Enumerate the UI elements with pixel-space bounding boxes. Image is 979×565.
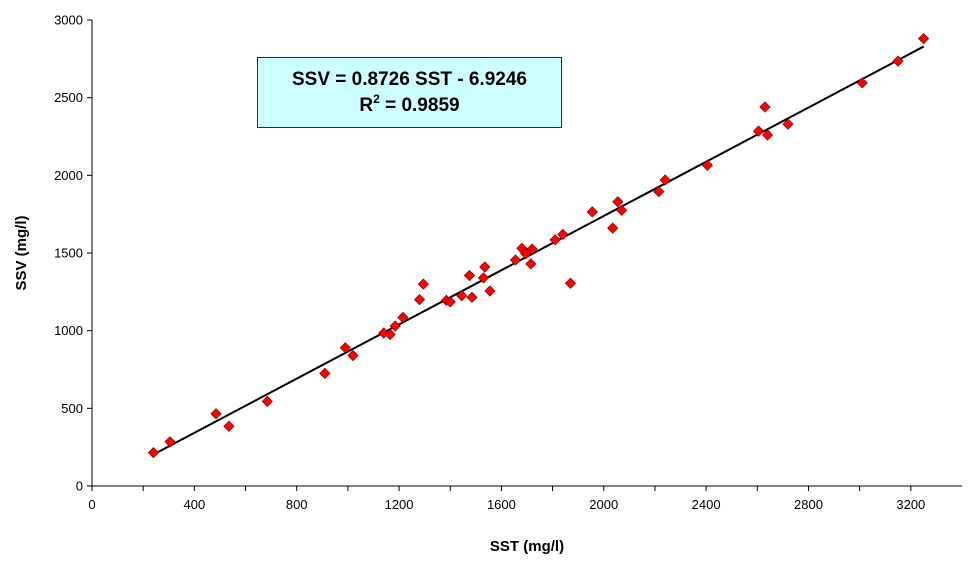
data-point <box>616 204 628 216</box>
data-point <box>761 129 774 141</box>
r-squared-exponent: 2 <box>373 91 380 106</box>
data-point <box>413 293 426 306</box>
data-point <box>210 408 222 420</box>
trendline <box>152 45 925 456</box>
y-axis-title: SSV (mg/l) <box>13 215 30 290</box>
x-tick-label: 1600 <box>487 497 516 512</box>
data-point <box>319 367 331 380</box>
tick-labels-group: 0 500 1000 1500 2000 2500 3000 0 400 800 1200 1600 2… <box>54 13 925 513</box>
data-point <box>782 118 794 130</box>
data-point <box>701 159 714 171</box>
data-point <box>417 278 429 290</box>
regression-equation-box: SSV = 0.8726 SST - 6.9246 R2 = 0.9859 <box>257 57 562 128</box>
data-point <box>525 258 537 270</box>
y-tick-label: 3000 <box>54 13 83 28</box>
r-squared-symbol: R <box>359 94 374 116</box>
data-point <box>526 243 538 255</box>
data-point <box>917 33 930 45</box>
x-axis-title: SST (mg/l) <box>490 538 564 555</box>
data-point <box>484 285 496 297</box>
data-point <box>520 248 532 260</box>
data-point <box>607 222 619 234</box>
data-point <box>339 342 351 354</box>
data-point <box>856 77 868 89</box>
data-point <box>466 291 478 303</box>
data-point <box>347 349 359 362</box>
x-tick-label: 2400 <box>692 497 721 512</box>
axes-group <box>87 19 962 491</box>
data-points-group <box>147 33 930 459</box>
y-tick-label: 0 <box>76 479 83 494</box>
r-squared-value: = 0.9859 <box>379 94 460 116</box>
data-point <box>586 206 598 218</box>
y-tick-label: 2000 <box>54 168 83 183</box>
data-point <box>564 277 577 289</box>
x-tick-label: 400 <box>184 497 206 512</box>
data-point <box>477 272 490 284</box>
y-tick-label: 1500 <box>54 246 83 261</box>
y-tick-label: 1000 <box>54 323 83 338</box>
x-tick-label: 0 <box>88 497 95 512</box>
data-point <box>509 254 522 266</box>
data-point <box>892 55 904 67</box>
data-point <box>653 186 665 198</box>
data-point <box>752 125 765 137</box>
data-point <box>549 234 561 246</box>
y-tick-label: 500 <box>61 401 83 416</box>
data-point <box>147 446 160 459</box>
data-point <box>444 296 456 308</box>
data-point <box>164 436 176 448</box>
x-tick-label: 2000 <box>589 497 618 512</box>
data-point <box>479 261 491 273</box>
data-point <box>456 290 468 302</box>
data-point <box>389 320 401 332</box>
x-tick-label: 1200 <box>385 497 414 512</box>
data-point <box>557 228 569 240</box>
x-tick-label: 2800 <box>794 497 823 512</box>
regression-equation: SSV = 0.8726 SST - 6.9246 <box>291 68 527 90</box>
data-point <box>223 420 235 432</box>
data-point <box>612 196 624 208</box>
data-point <box>463 269 476 282</box>
data-point <box>261 395 273 407</box>
data-point <box>759 101 771 113</box>
r-squared-label: R2 = 0.9859 <box>359 93 459 119</box>
x-tick-label: 3200 <box>896 497 925 512</box>
y-tick-label: 2500 <box>54 90 83 105</box>
x-tick-label: 800 <box>286 497 308 512</box>
data-point <box>397 311 409 324</box>
data-point <box>659 174 671 186</box>
data-point <box>384 328 396 341</box>
trendline-group <box>152 45 925 456</box>
